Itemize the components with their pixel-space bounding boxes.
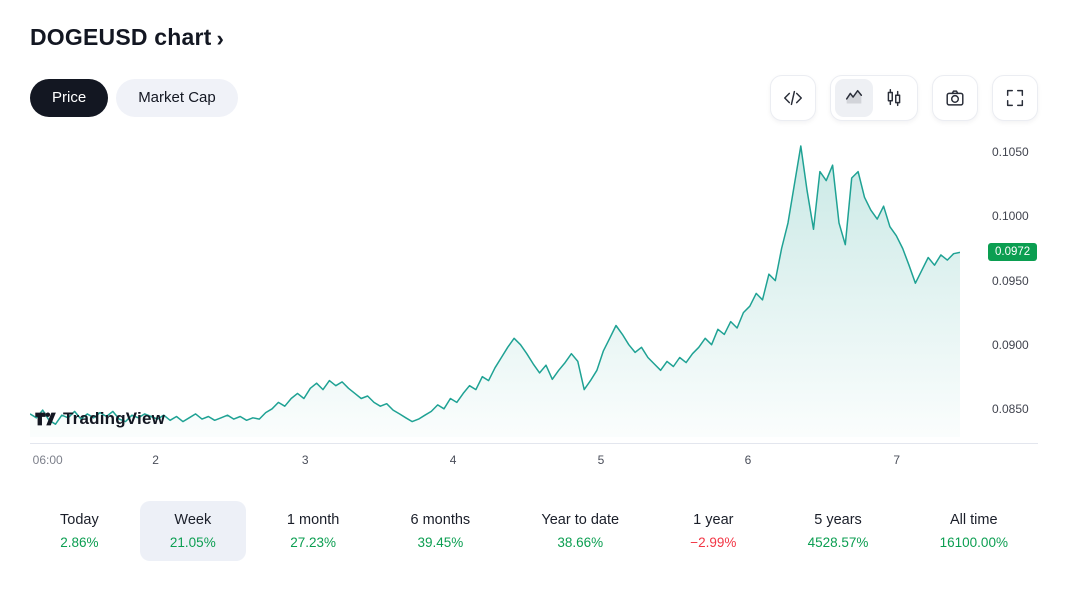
x-axis-label: 3 [301, 453, 309, 467]
x-axis-label: 7 [893, 453, 901, 467]
code-icon [784, 90, 802, 106]
range-label: 5 years [814, 512, 862, 528]
range-week[interactable]: Week 21.05% [139, 501, 246, 561]
watermark-text: TradingView [63, 409, 166, 428]
y-axis-label: 0.0900 [992, 337, 1029, 352]
range-1-year[interactable]: 1 year −2.99% [660, 501, 766, 561]
chevron-right-icon: › [216, 25, 224, 51]
y-axis-label: 0.1050 [992, 145, 1029, 160]
x-axis-label: 2 [152, 453, 159, 467]
x-axis-label: 6 [744, 453, 752, 467]
candlestick-type-button[interactable] [875, 79, 913, 117]
tradingview-logo-icon [35, 412, 56, 426]
range-label: Week [174, 512, 212, 528]
x-axis-label: 5 [597, 453, 605, 467]
price-toggle-button[interactable]: Price [30, 79, 109, 117]
y-axis-label: 0.0850 [992, 401, 1029, 416]
range-all-time[interactable]: All time 16100.00% [910, 501, 1038, 561]
range-change: 21.05% [169, 535, 216, 550]
range-label: All time [950, 512, 998, 528]
camera-icon [946, 90, 964, 106]
area-chart-icon [845, 89, 863, 104]
area-chart-type-button[interactable] [835, 79, 873, 117]
range-change: −2.99% [690, 535, 737, 550]
range-change: 39.45% [417, 535, 464, 550]
fullscreen-icon [1006, 89, 1024, 107]
fullscreen-button[interactable] [992, 75, 1038, 121]
range-1-month[interactable]: 1 month 27.23% [257, 501, 369, 561]
price-area-series [30, 145, 960, 437]
range-change: 27.23% [290, 535, 336, 550]
chart-type-group [830, 75, 918, 121]
range-change: 2.86% [60, 535, 99, 550]
code-embed-button[interactable] [770, 75, 816, 121]
range-label: 6 months [410, 512, 471, 528]
candlestick-icon [887, 89, 901, 107]
time-axis-labels: 06:00 2 3 4 5 6 7 [30, 444, 960, 471]
range-change: 16100.00% [939, 535, 1008, 550]
range-label: 1 year [693, 512, 734, 528]
market-cap-toggle-button[interactable]: Market Cap [116, 79, 238, 117]
last-price-badge: 0.0972 [988, 243, 1038, 262]
range-label: Today [60, 512, 99, 528]
price-marketcap-toggle: Price Market Cap [30, 79, 238, 117]
range-label: Year to date [541, 512, 620, 528]
range-change: 4528.57% [807, 535, 869, 550]
snapshot-button[interactable] [932, 75, 978, 121]
range-label: 1 month [286, 512, 340, 528]
x-axis-label: 4 [449, 453, 457, 467]
page-title-text: DOGEUSD chart [30, 24, 212, 50]
doge-chart-widget: DOGEUSD chart › Price Market Cap [30, 24, 1038, 561]
range-selector: Today 2.86% Week 21.05% 1 month 27.23% 6 month… [30, 501, 1038, 561]
range-6-months[interactable]: 6 months 39.45% [381, 501, 501, 561]
page-title[interactable]: DOGEUSD chart › [30, 24, 1038, 51]
tradingview-watermark[interactable]: TradingView [34, 407, 165, 431]
chart-section: TradingView 0.0972 0.1050 0.1000 0.0950 0.0… [30, 137, 1038, 473]
y-axis-label: 0.1000 [992, 209, 1029, 224]
price-chart-plot[interactable]: TradingView [30, 137, 960, 437]
chart-toolbar [770, 75, 1038, 121]
range-today[interactable]: Today 2.86% [30, 501, 129, 561]
controls-row: Price Market Cap [30, 75, 1038, 121]
range-year-to-date[interactable]: Year to date 38.66% [511, 501, 649, 561]
range-change: 38.66% [557, 535, 604, 550]
price-axis[interactable]: 0.0972 0.1050 0.1000 0.0950 0.0900 0.0850 [960, 137, 1038, 437]
range-5-years[interactable]: 5 years 4528.57% [778, 501, 899, 561]
y-axis-label: 0.0950 [992, 273, 1029, 288]
x-axis-label: 06:00 [32, 453, 63, 467]
time-axis[interactable]: 06:00 2 3 4 5 6 7 [30, 443, 1038, 471]
